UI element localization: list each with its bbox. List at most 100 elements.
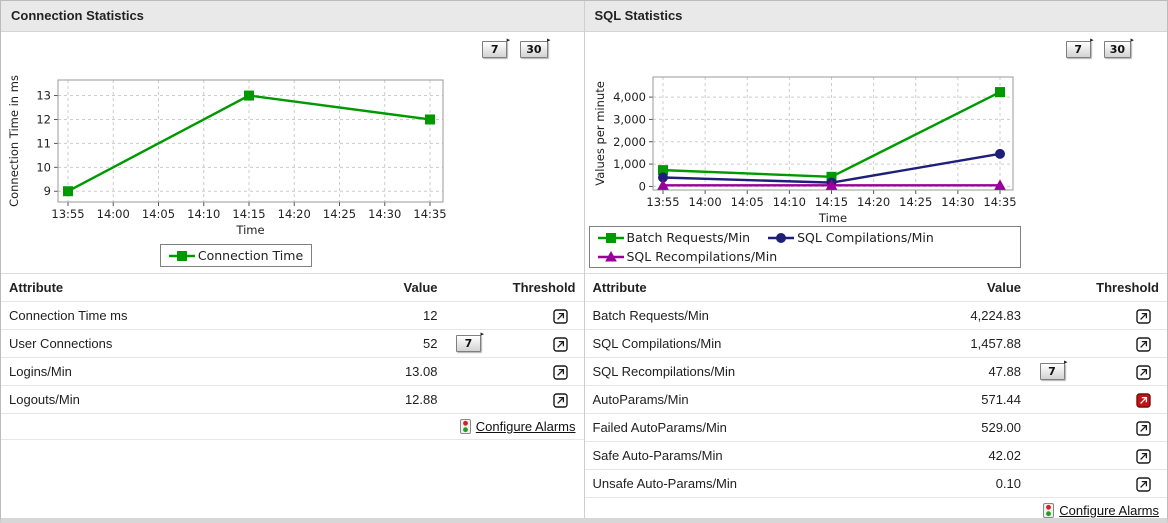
svg-text:14:15: 14:15 [814,195,847,209]
table-row: SQL Compilations/Min 1,457.88 [584,329,1167,358]
threshold-icon-button[interactable] [1136,364,1151,380]
threshold-arrow-icon [552,392,568,408]
period-7-button[interactable]: 7 ▸ [482,37,510,58]
connection-statistics-panel: Connection Statistics 7 ▸ 30 ▸ 9 10 11 12 13 13… [1,1,584,518]
legend-label: Batch Requests/Min [626,230,751,245]
threshold-icon-button[interactable] [1136,308,1151,324]
threshold-icon-button[interactable] [1136,392,1151,408]
period-cell: 7 ▸ [1029,357,1075,386]
attribute-cell: User Connections [1,329,360,358]
attribute-table-body: Connection Time ms 12 User Connections 52 7 ▸… [1,301,584,414]
legend-marker-icon [168,250,195,261]
threshold-arrow-icon [1136,308,1151,324]
panel-header: Connection Statistics [1,1,584,32]
period-flag-icon: ▸ [506,36,511,44]
chart-legend: Batch Requests/Min SQL Compilations/Min SQ… [588,226,1021,268]
svg-text:14:35: 14:35 [983,195,1016,209]
table-row: Connection Time ms 12 [1,301,584,330]
attribute-table: Attribute Value Threshold Connection Tim… [1,274,584,414]
period-flag-icon: ▸ [546,36,551,44]
svg-text:14:00: 14:00 [688,195,721,209]
table-row: Failed AutoParams/Min 529.00 [584,413,1167,442]
svg-text:14:05: 14:05 [142,207,175,221]
table-header-row: Attribute Value Threshold [584,274,1167,302]
legend-item: SQL Recompilations/Min [597,249,777,264]
svg-text:9: 9 [44,184,51,198]
period-7-button[interactable]: 7 ▸ [1065,37,1094,58]
svg-text:1,000: 1,000 [613,157,646,171]
value-header: Value [943,274,1029,302]
table-footer: Configure Alarms [585,498,1168,518]
period-30-label: 30 [1109,42,1125,56]
table-row: AutoParams/Min 571.44 [584,385,1167,414]
period-7-label: 7 [1048,364,1056,378]
svg-text:11: 11 [36,136,51,150]
period-7-label: 7 [490,42,499,56]
spacer-header [445,274,492,302]
attribute-cell: Safe Auto-Params/Min [584,441,943,470]
threshold-icon-button[interactable] [1136,336,1151,352]
threshold-icon-button[interactable] [1136,476,1151,492]
attribute-cell: SQL Recompilations/Min [584,357,943,386]
period-cell [445,357,492,386]
period-30-button[interactable]: 30 ▸ [520,37,551,58]
threshold-alarm-icon [1136,392,1151,408]
attribute-header: Attribute [584,274,943,302]
threshold-icon-button[interactable] [1136,420,1151,436]
threshold-cell [1075,469,1167,498]
attribute-cell: SQL Compilations/Min [584,329,943,358]
period-buttons: 7 ▸ 30 ▸ [1065,37,1134,58]
attribute-cell: AutoParams/Min [584,385,943,414]
attribute-cell: Logouts/Min [1,385,360,414]
value-cell: 12 [359,301,446,330]
legend-wrap: Batch Requests/Min SQL Compilations/Min SQ… [588,226,1021,268]
row-period-7-button[interactable]: 7 ▸ [456,331,484,353]
threshold-icon-button[interactable] [552,364,568,380]
threshold-icon-button[interactable] [552,392,568,408]
svg-text:14:20: 14:20 [278,207,311,221]
threshold-arrow-icon [1136,420,1151,436]
svg-text:3,000: 3,000 [613,112,646,126]
period-30-button[interactable]: 30 ▸ [1103,37,1134,58]
table-row: SQL Recompilations/Min 47.88 7 ▸ [584,357,1167,386]
legend-item: Batch Requests/Min [597,230,751,245]
threshold-icon-button[interactable] [552,308,568,324]
threshold-icon-button[interactable] [552,336,568,352]
legend-item: Connection Time [168,248,303,263]
svg-text:10: 10 [36,160,51,174]
value-header: Value [359,274,446,302]
configure-alarms-link[interactable]: Configure Alarms [1059,503,1159,518]
svg-text:13: 13 [36,89,51,103]
threshold-header: Threshold [1075,274,1167,302]
svg-text:Time: Time [817,211,846,225]
threshold-cell [1075,357,1167,386]
threshold-arrow-icon [552,336,568,352]
period-7-label: 7 [1074,42,1083,56]
value-cell: 47.88 [943,357,1029,386]
period-cell [1029,469,1075,498]
svg-text:14:35: 14:35 [413,207,446,221]
value-cell: 529.00 [943,413,1029,442]
legend-marker-icon [768,232,795,243]
threshold-cell [1075,329,1167,358]
legend-item: SQL Compilations/Min [768,230,934,245]
sql-statistics-chart: 0 1,000 2,000 3,000 4,000 13:55 14:00 14:05 14:1… [593,76,1016,225]
value-cell: 12.88 [359,385,446,414]
svg-text:Values per minute: Values per minute [593,81,607,186]
period-cell [1029,301,1075,330]
threshold-cell [491,385,584,414]
attribute-cell: Failed AutoParams/Min [584,413,943,442]
attribute-table-body: Batch Requests/Min 4,224.83 SQL Compilatio… [584,301,1167,498]
sql-chart-area: 7 ▸ 30 ▸ 0 1,000 2,000 3,000 4,000 13:55 14:00 14… [584,32,1167,274]
value-cell: 13.08 [359,357,446,386]
period-30-label: 30 [526,42,542,56]
svg-text:14:25: 14:25 [899,195,932,209]
configure-alarms-link[interactable]: Configure Alarms [475,419,576,434]
connection-time-chart: 9 10 11 12 13 13:55 14:00 14:05 14:10 14:15 14:20 1… [7,75,447,237]
threshold-icon-button[interactable] [1136,448,1151,464]
period-cell [445,301,492,330]
attribute-cell: Connection Time ms [1,301,360,330]
attribute-table: Attribute Value Threshold Batch Requests… [584,274,1167,498]
period-cell [445,385,492,414]
row-period-7-button[interactable]: 7 ▸ [1039,359,1068,381]
